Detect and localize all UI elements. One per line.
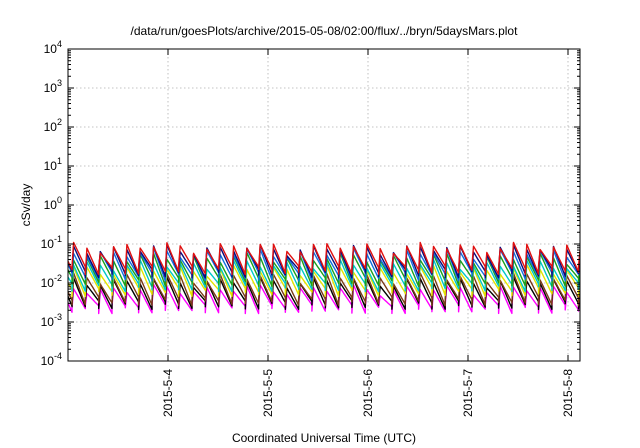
grid (68, 49, 580, 361)
y-tick-label: 10-1 (41, 234, 62, 251)
x-axis-label: Coordinated Universal Time (UTC) (232, 431, 416, 445)
series-layer (68, 241, 580, 315)
x-tick-label: 2015-5-4 (161, 369, 175, 417)
y-tick-label: 102 (44, 117, 62, 134)
x-tick-label: 2015-5-5 (261, 369, 275, 417)
y-axis-label: cSv/day (19, 184, 33, 227)
y-tick-label: 103 (44, 78, 62, 95)
plot-frame (67, 48, 581, 362)
y-tick-label: 101 (44, 156, 62, 173)
y-tick-label: 10-4 (41, 351, 62, 368)
series-line (68, 241, 580, 276)
x-tick-label: 2015-5-8 (561, 369, 575, 417)
y-tick-label: 100 (44, 195, 62, 212)
x-tick-label: 2015-5-6 (361, 369, 375, 417)
chart-title: /data/run/goesPlots/archive/2015-05-08/0… (131, 24, 519, 38)
x-tick-label: 2015-5-7 (461, 369, 475, 417)
y-tick-label: 10-3 (41, 312, 62, 329)
axes: 10-4 10-3 10-2 10-1 100 101 102 103 104 2015-5-4 2… (41, 39, 581, 417)
y-tick-label: 10-2 (41, 273, 62, 290)
y-tick-label: 104 (44, 39, 62, 56)
